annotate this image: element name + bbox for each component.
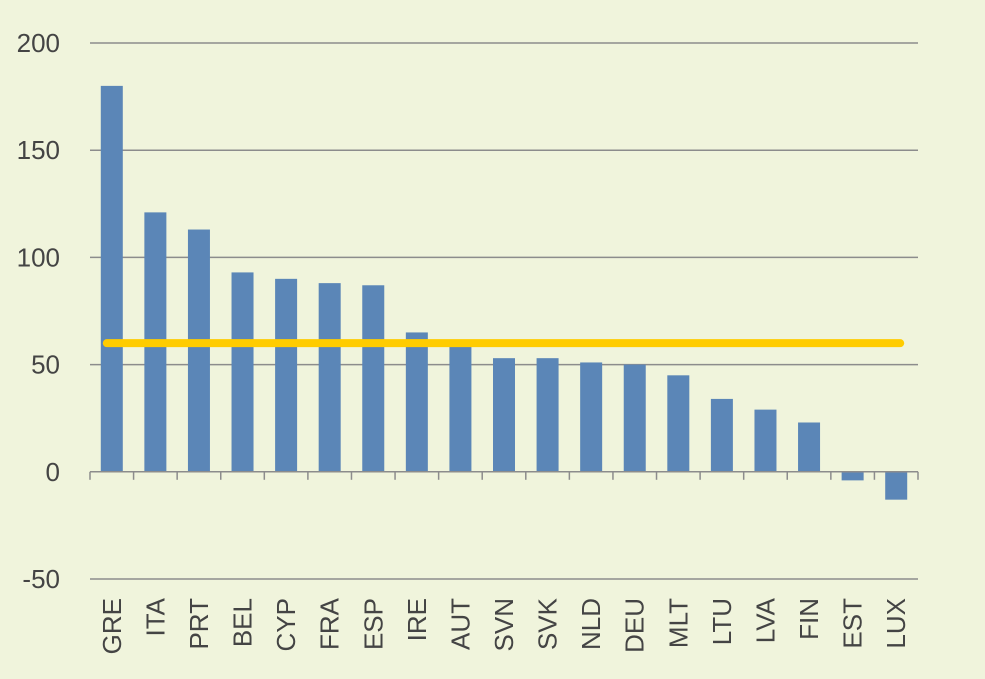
bar-svn: [493, 358, 515, 472]
bar-lux: [885, 471, 908, 500]
x-category-label: AUT: [445, 598, 475, 650]
x-category-label: ESP: [358, 598, 388, 650]
bar-cyp: [275, 278, 298, 472]
x-category-label: PRT: [184, 598, 214, 650]
x-category-label: SVN: [489, 598, 519, 651]
bar-nld: [580, 362, 603, 472]
bar-esp: [362, 285, 385, 472]
bar-deu: [623, 364, 646, 472]
x-category-label: NLD: [576, 598, 606, 650]
bar-fin: [798, 422, 821, 472]
bar-lva: [754, 409, 777, 472]
y-tick-label: 50: [31, 350, 60, 380]
bars: [100, 85, 908, 500]
x-axis: [89, 471, 919, 480]
x-axis-category-labels: GRE ITA PRT BEL CYP FRA ESP IRE AUT SVN SVK NLD DEU M…: [97, 597, 911, 654]
x-category-label: MLT: [663, 598, 693, 648]
x-category-label: BEL: [228, 598, 258, 647]
bar-fra: [318, 283, 341, 472]
x-category-label: IRE: [402, 598, 432, 641]
y-tick-label: 200: [17, 28, 60, 58]
bar-bel: [231, 272, 254, 472]
x-category-label: CYP: [271, 598, 301, 651]
bar-svk: [536, 358, 559, 472]
bar-ire: [405, 332, 428, 472]
x-category-label: ITA: [140, 597, 170, 636]
x-category-label: FRA: [315, 597, 345, 650]
y-tick-label: 100: [17, 242, 60, 272]
bar-gre: [100, 85, 123, 472]
x-category-label: GRE: [97, 598, 127, 654]
bar-mlt: [667, 375, 690, 472]
bar-ltu: [710, 398, 733, 472]
y-tick-label: 0: [46, 457, 60, 487]
bar-aut: [449, 343, 472, 472]
y-axis-tick-labels: 200 150 100 50 0 -50: [17, 28, 60, 594]
x-category-label: LTU: [707, 598, 737, 645]
y-tick-label: 150: [17, 135, 60, 165]
y-tick-label: -50: [22, 564, 60, 594]
x-category-label: LUX: [881, 598, 911, 649]
bar-prt: [187, 229, 210, 472]
x-category-label: DEU: [620, 598, 650, 653]
x-category-label: EST: [838, 598, 868, 649]
bar-est: [841, 471, 864, 481]
x-category-label: FIN: [794, 598, 824, 640]
x-category-label: LVA: [750, 597, 780, 643]
x-category-label: SVK: [533, 597, 563, 650]
